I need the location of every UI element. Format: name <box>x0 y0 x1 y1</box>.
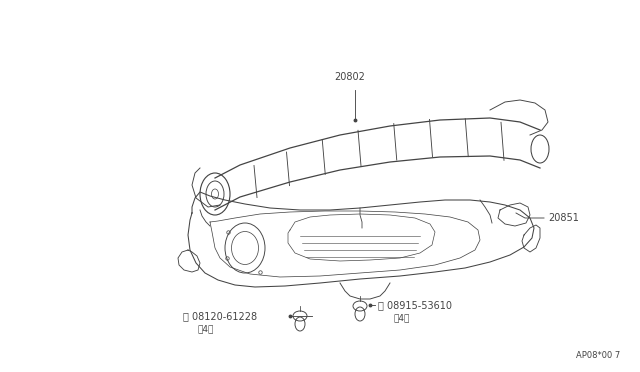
Text: 20802: 20802 <box>335 72 365 82</box>
Text: AP08*00 7: AP08*00 7 <box>576 351 620 360</box>
Text: （4）: （4） <box>198 324 214 334</box>
Text: （4）: （4） <box>393 314 410 323</box>
Text: Ⓑ 08120-61228: Ⓑ 08120-61228 <box>183 311 257 321</box>
Text: Ⓥ 08915-53610: Ⓥ 08915-53610 <box>378 300 452 310</box>
Text: 20851: 20851 <box>548 213 579 223</box>
